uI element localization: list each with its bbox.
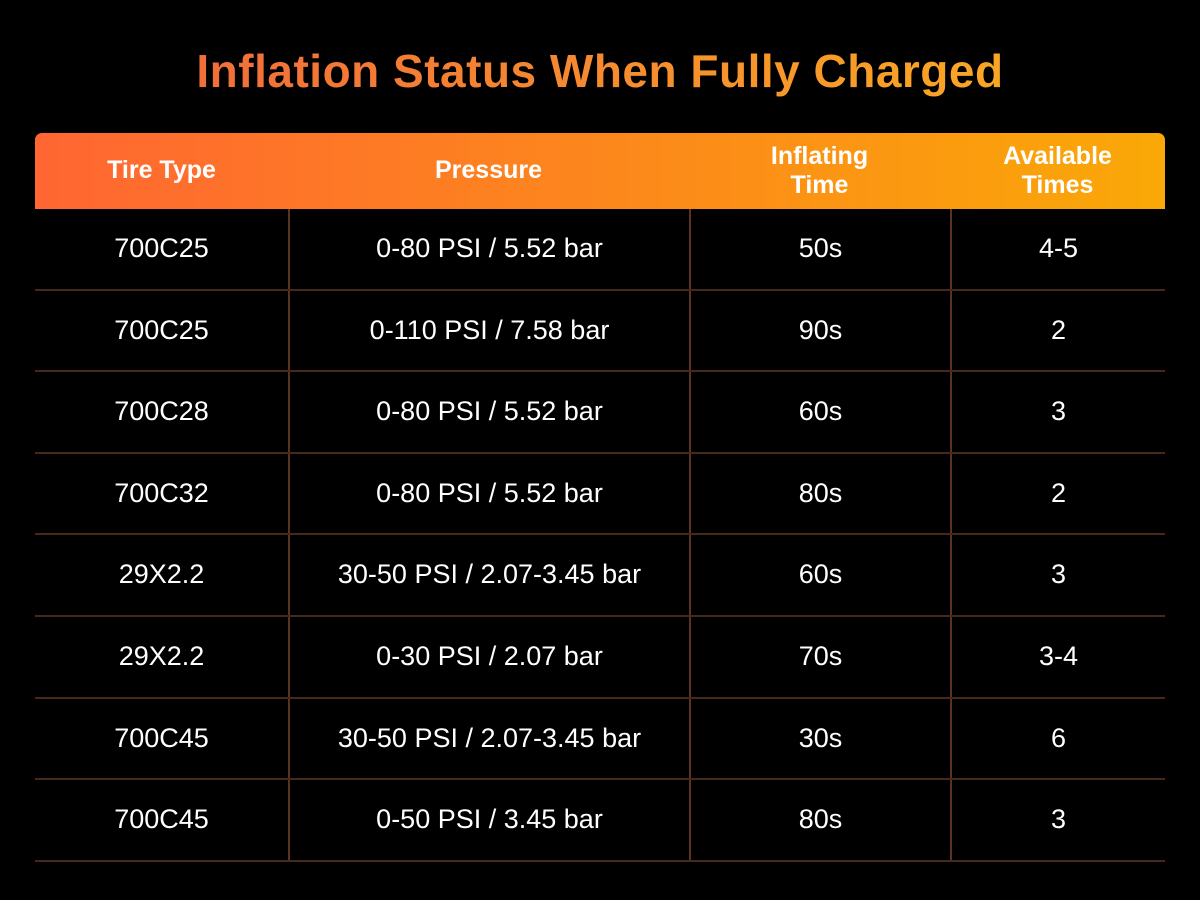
header-cell-inflating-time: Inflating Time [770,141,869,200]
cell-pressure: 0-30 PSI / 2.07 bar [288,616,689,697]
cell-inflating-time: 80s [689,780,950,860]
table-row: 700C25 0-110 PSI / 7.58 bar 90s 2 [35,290,1165,373]
cell-available-times: 2 [950,453,1165,534]
cell-available-times: 4-5 [950,209,1165,289]
cell-inflating-time: 30s [689,698,950,779]
cell-pressure: 0-50 PSI / 3.45 bar [288,780,689,860]
cell-inflating-time: 70s [689,616,950,697]
cell-tire-type: 29X2.2 [118,640,205,671]
cell-pressure: 0-80 PSI / 5.52 bar [288,372,689,452]
inflation-table: Tire Type Pressure Inflating Time Availa… [35,133,1165,862]
cell-inflating-time: 80s [689,453,950,534]
table-row: 700C45 30-50 PSI / 2.07-3.45 bar 30s 6 [35,698,1165,781]
cell-tire-type: 29X2.2 [118,559,205,590]
cell-tire-type: 700C45 [114,722,209,753]
cell-available-times: 3-4 [950,616,1165,697]
cell-pressure: 30-50 PSI / 2.07-3.45 bar [288,535,689,615]
page-title: Inflation Status When Fully Charged [0,44,1200,98]
cell-available-times: 3 [950,780,1165,860]
cell-tire-type: 700C25 [114,233,209,263]
table-row: 29X2.2 0-30 PSI / 2.07 bar 70s 3-4 [35,616,1165,699]
cell-available-times: 2 [950,290,1165,371]
cell-tire-type: 700C45 [114,804,209,835]
cell-pressure: 0-80 PSI / 5.52 bar [288,209,689,289]
cell-available-times: 3 [950,535,1165,615]
cell-inflating-time: 90s [689,290,950,371]
table-row: 700C32 0-80 PSI / 5.52 bar 80s 2 [35,453,1165,536]
cell-tire-type: 700C32 [114,477,209,508]
header-cell-available-times: Available Times [1003,141,1112,200]
cell-inflating-time: 60s [689,535,950,615]
header-cell-pressure: Pressure [434,156,543,185]
cell-inflating-time: 50s [689,209,950,289]
cell-pressure: 30-50 PSI / 2.07-3.45 bar [288,698,689,779]
cell-available-times: 6 [950,698,1165,779]
cell-tire-type: 700C28 [114,396,209,427]
header-cell-tire-type: Tire Type [107,156,216,185]
table-header-row: Tire Type Pressure Inflating Time Availa… [35,133,1165,209]
cell-pressure: 0-80 PSI / 5.52 bar [288,453,689,534]
cell-available-times: 3 [950,372,1165,452]
cell-inflating-time: 60s [689,372,950,452]
cell-tire-type: 700C25 [114,314,209,345]
table-row: 700C45 0-50 PSI / 3.45 bar 80s 3 [35,780,1165,862]
table-row: 700C25 0-80 PSI / 5.52 bar 50s 4-5 [35,209,1165,291]
cell-pressure: 0-110 PSI / 7.58 bar [288,290,689,371]
table-row: 29X2.2 30-50 PSI / 2.07-3.45 bar 60s 3 [35,535,1165,617]
table-row: 700C28 0-80 PSI / 5.52 bar 60s 3 [35,372,1165,454]
